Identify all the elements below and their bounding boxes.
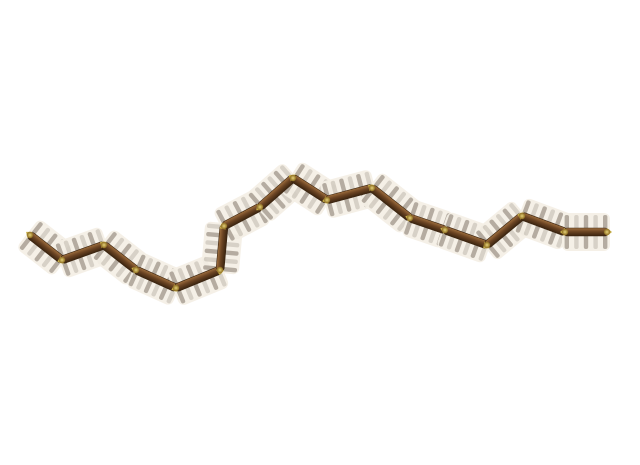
rod-joint [256,203,264,211]
rod-joint [172,284,180,292]
rod-joint [603,228,611,236]
rod-joint [368,184,376,192]
rod-joint [26,231,34,239]
rod-joint [220,222,228,230]
rod-joint [323,196,331,204]
rod-joint [100,241,108,249]
rod-joint [561,228,569,236]
rod-joint [483,241,491,249]
rod-joint [132,266,140,274]
rod-joint [216,266,224,274]
rod-joint [518,212,526,220]
rod-joints [26,174,611,292]
ribbon-bands [18,162,610,305]
rod-joint [441,226,449,234]
rod-joint [406,214,414,222]
rod-joint [58,256,66,264]
rod-joint [289,174,297,182]
